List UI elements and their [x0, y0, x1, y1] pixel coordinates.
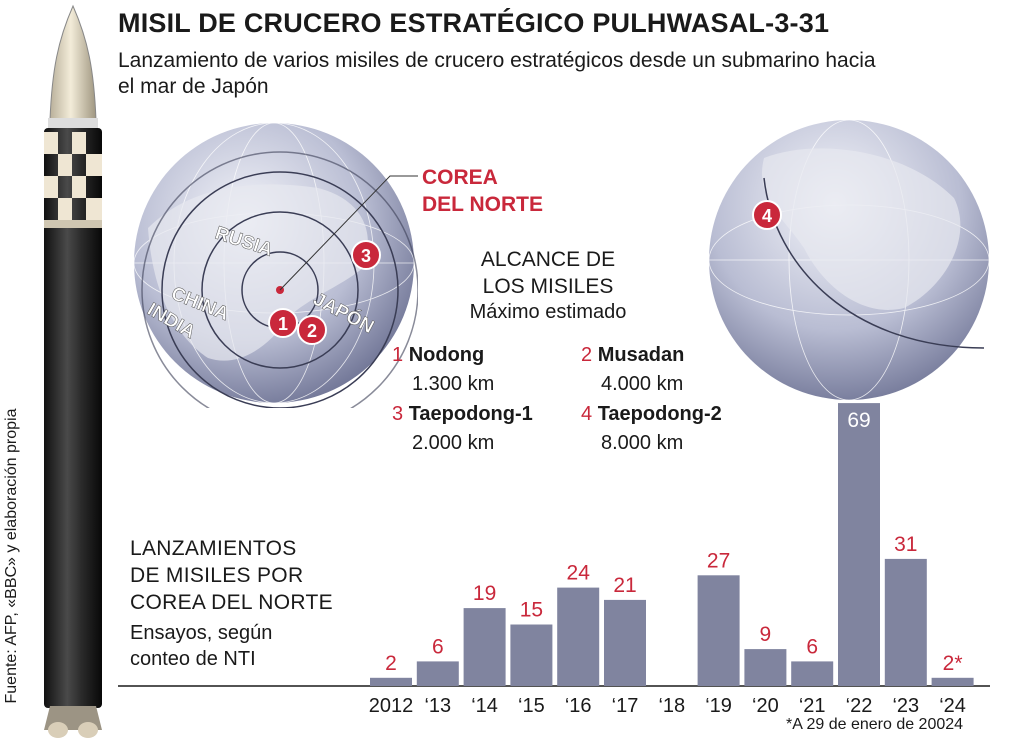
bar-label-1: 6	[432, 635, 444, 658]
bar-label-8: 9	[760, 623, 772, 646]
globe-world: 4	[708, 119, 990, 401]
bar-label-11: 31	[894, 533, 917, 556]
missile-4-range: 8.000 km	[601, 432, 684, 454]
bar-label-0: 2	[385, 652, 397, 675]
missile-2: 2 Musadan	[581, 344, 685, 366]
bar-5	[604, 599, 646, 686]
tick-label-3: ‘15	[518, 695, 545, 717]
tick-label-1: ‘13	[424, 695, 451, 717]
missile-4: 4 Taepodong-2	[581, 403, 722, 425]
missile-2-range: 4.000 km	[601, 373, 684, 395]
bar-label-7: 27	[707, 549, 730, 572]
bar-7	[697, 575, 740, 686]
tick-label-2: ‘14	[471, 695, 498, 717]
bar-label-12: 2*	[943, 652, 963, 675]
bar-9	[791, 661, 834, 686]
globe-asia: RUSIA CHINA INDIA JAPÓN 1 2 3	[133, 122, 418, 408]
launch-chart-subtitle: Ensayos, según conteo de NTI	[130, 622, 273, 670]
tick-label-11: ‘23	[892, 695, 919, 717]
range-title: ALCANCE DE LOS MISILES	[480, 248, 616, 298]
tick-label-7: ‘19	[705, 695, 732, 717]
marker-4: 4	[752, 200, 782, 230]
bar-0	[370, 677, 412, 686]
bar-8	[744, 649, 787, 686]
bar-label-5: 21	[613, 574, 636, 597]
tick-label-9: ‘21	[799, 695, 826, 717]
tick-label-0: 2012	[369, 695, 414, 717]
tick-label-8: ‘20	[752, 695, 779, 717]
bar-11	[884, 558, 927, 686]
bar-4	[557, 587, 600, 686]
tick-label-10: ‘22	[846, 695, 873, 717]
bar-12	[931, 677, 974, 686]
tick-label-12: ‘24	[939, 695, 966, 717]
north-korea-label: COREA DEL NORTE	[422, 166, 543, 216]
missile-1-range: 1.300 km	[412, 373, 495, 395]
tick-label-5: ‘17	[612, 695, 639, 717]
range-subtitle: Máximo estimado	[469, 301, 627, 323]
marker-2: 2	[297, 315, 327, 345]
bar-2	[463, 608, 506, 686]
bar-label-10: 69	[847, 409, 870, 432]
marker-1: 1	[268, 308, 298, 338]
bar-label-4: 24	[567, 562, 591, 585]
svg-text:3: 3	[361, 246, 371, 266]
tick-label-6: ‘18	[658, 695, 685, 717]
missile-illustration	[44, 4, 102, 738]
missile-3-range: 2.000 km	[412, 432, 495, 454]
page-subtitle: Lanzamiento de varios misiles de crucero…	[118, 49, 876, 98]
missile-1: 1 Nodong	[392, 344, 485, 366]
bar-10	[838, 403, 880, 686]
missile-3: 3 Taepodong-1	[392, 403, 533, 425]
marker-3: 3	[351, 240, 381, 270]
page-title: MISIL DE CRUCERO ESTRATÉGICO PULHWASAL-3…	[118, 8, 830, 38]
bar-1	[416, 661, 459, 686]
bar-label-9: 6	[806, 635, 818, 658]
footnote: *A 29 de enero de 20024	[786, 716, 964, 733]
svg-text:1: 1	[278, 314, 288, 334]
tick-label-4: ‘16	[565, 695, 592, 717]
launch-chart-title: LANZAMIENTOS DE MISILES POR COREA DEL NO…	[130, 537, 333, 614]
svg-text:2: 2	[307, 321, 317, 341]
svg-text:4: 4	[762, 206, 772, 226]
bar-label-3: 15	[520, 599, 543, 622]
bar-3	[510, 624, 553, 686]
bar-label-2: 19	[473, 582, 496, 605]
